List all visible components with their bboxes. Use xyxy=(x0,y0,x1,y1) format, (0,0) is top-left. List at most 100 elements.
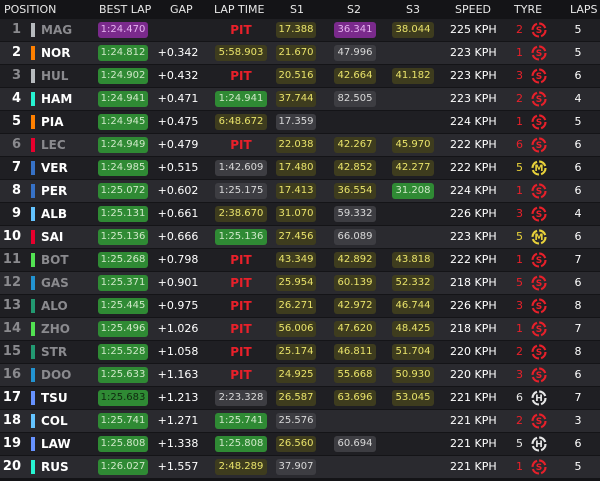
sector-2-time: 60.139 xyxy=(334,275,376,291)
driver-code[interactable]: ZHO xyxy=(41,322,70,336)
table-row[interactable]: 19 LAW 1:25.808 +1.338 1:25.808 26.560 60.694 2… xyxy=(0,433,600,455)
position-number: 1 xyxy=(11,22,21,37)
team-color-stripe xyxy=(31,92,35,106)
driver-code[interactable]: SAI xyxy=(41,230,64,244)
table-row[interactable]: 3 HUL 1:24.902 +0.432 PIT 20.516 42.664 41.182 2… xyxy=(0,65,600,87)
sector-1-time: 24.925 xyxy=(276,367,316,383)
best-lap-time: 1:24.902 xyxy=(98,68,148,84)
laps-count: 5 xyxy=(574,115,582,128)
best-lap-time: 1:24.470 xyxy=(98,22,148,38)
gap-to-leader: +0.901 xyxy=(157,276,199,289)
driver-code[interactable]: HAM xyxy=(41,92,73,106)
driver-code[interactable]: PIA xyxy=(41,115,64,129)
team-color-stripe xyxy=(31,46,35,60)
tyre-compound-icon: S xyxy=(531,137,547,153)
table-row[interactable]: 20 RUS 1:26.027 +1.557 2:48.289 37.907 221 KPH… xyxy=(0,456,600,478)
tyre-compound-icon: S xyxy=(531,275,547,291)
header-s3[interactable]: S3 xyxy=(406,3,420,16)
table-row[interactable]: 9 ALB 1:25.131 +0.661 2:38.670 31.070 59.332 22… xyxy=(0,203,600,225)
header-s2[interactable]: S2 xyxy=(347,3,361,16)
sector-3-time xyxy=(392,203,434,225)
header-lap-time[interactable]: LAP TIME xyxy=(214,3,265,16)
header-position[interactable]: POSITION xyxy=(4,3,57,16)
table-row[interactable]: 15 STR 1:25.528 +1.058 PIT 25.174 46.811 51.704… xyxy=(0,341,600,363)
gap-to-leader: +1.557 xyxy=(157,460,199,473)
tyre-compound-icon: S xyxy=(531,367,547,383)
driver-code[interactable]: VER xyxy=(41,161,68,175)
table-row[interactable]: 14 ZHO 1:25.496 +1.026 PIT 56.006 47.620 48.425… xyxy=(0,318,600,340)
driver-code[interactable]: MAG xyxy=(41,23,73,37)
tyre-compound-icon: S xyxy=(531,344,547,360)
laps-count: 6 xyxy=(574,138,582,151)
speed-trap: 225 KPH xyxy=(450,23,497,36)
header-laps[interactable]: LAPS xyxy=(570,3,598,16)
driver-code[interactable]: GAS xyxy=(41,276,69,290)
driver-code[interactable]: DOO xyxy=(41,368,72,382)
driver-code[interactable]: HUL xyxy=(41,69,69,83)
sector-2-time: 42.664 xyxy=(334,68,376,84)
header-s1[interactable]: S1 xyxy=(290,3,304,16)
laps-count: 6 xyxy=(574,230,582,243)
driver-code[interactable]: RUS xyxy=(41,460,69,474)
speed-trap: 222 KPH xyxy=(450,161,497,174)
gap-to-leader: +0.666 xyxy=(157,230,199,243)
header-best-lap[interactable]: BEST LAP xyxy=(99,3,152,16)
table-row[interactable]: 2 NOR 1:24.812 +0.342 5:58.903 21.670 47.996 22… xyxy=(0,42,600,64)
team-color-stripe xyxy=(31,322,35,336)
tyre-compound-letter: M xyxy=(535,164,544,174)
last-lap-time: 2:23.328 xyxy=(215,390,267,406)
driver-code[interactable]: LEC xyxy=(41,138,66,152)
position-number: 9 xyxy=(11,206,21,221)
table-row[interactable]: 8 PER 1:25.072 +0.602 1:25.175 17.413 36.554 31… xyxy=(0,180,600,202)
table-header: POSITION BEST LAP GAP LAP TIME S1 S2 S3 … xyxy=(0,0,600,19)
gap-to-leader: +0.342 xyxy=(157,46,199,59)
driver-code[interactable]: ALB xyxy=(41,207,68,221)
last-lap-time: 1:25.136 xyxy=(215,229,267,245)
sector-1-time: 20.516 xyxy=(276,68,316,84)
table-row[interactable]: 18 COL 1:25.741 +1.271 1:25.741 25.576 221 KPH… xyxy=(0,410,600,432)
sector-2-time xyxy=(334,410,376,432)
table-row[interactable]: 4 HAM 1:24.941 +0.471 1:24.941 37.744 82.505 22… xyxy=(0,88,600,110)
team-color-stripe xyxy=(31,345,35,359)
header-gap[interactable]: GAP xyxy=(170,3,193,16)
driver-code[interactable]: TSU xyxy=(41,391,68,405)
table-row[interactable]: 1 MAG 1:24.470 PIT 17.388 36.341 38.044 225 KPH… xyxy=(0,19,600,41)
table-row[interactable]: 17 TSU 1:25.683 +1.213 2:23.328 26.587 63.696 5… xyxy=(0,387,600,409)
tyre-compound-letter: S xyxy=(536,348,542,358)
speed-trap: 223 KPH xyxy=(450,69,497,82)
table-row[interactable]: 16 DOO 1:25.633 +1.163 PIT 24.925 55.668 50.930… xyxy=(0,364,600,386)
sector-1-time: 43.349 xyxy=(276,252,316,268)
tyre-age: 5 xyxy=(516,161,523,174)
sector-2-time: 42.892 xyxy=(334,252,376,268)
table-row[interactable]: 12 GAS 1:25.371 +0.901 PIT 25.954 60.139 52.332… xyxy=(0,272,600,294)
position-number: 17 xyxy=(2,390,21,405)
gap-to-leader: +0.479 xyxy=(157,138,199,151)
sector-2-time: 36.554 xyxy=(334,183,376,199)
driver-code[interactable]: ALO xyxy=(41,299,68,313)
tyre-age: 1 xyxy=(516,184,523,197)
tyre-compound-letter: S xyxy=(536,210,542,220)
position-number: 11 xyxy=(2,252,21,267)
driver-code[interactable]: PER xyxy=(41,184,68,198)
gap-to-leader: +0.515 xyxy=(157,161,199,174)
table-row[interactable]: 10 SAI 1:25.136 +0.666 1:25.136 27.456 66.089 2… xyxy=(0,226,600,248)
table-row[interactable]: 7 VER 1:24.985 +0.515 1:42.609 17.480 42.852 42… xyxy=(0,157,600,179)
table-row[interactable]: 6 LEC 1:24.949 +0.479 PIT 22.038 42.267 45.970 2… xyxy=(0,134,600,156)
last-lap-time: 2:38.670 xyxy=(215,206,267,222)
table-row[interactable]: 5 PIA 1:24.945 +0.475 6:48.672 17.359 224 KPH 1… xyxy=(0,111,600,133)
table-row[interactable]: 13 ALO 1:25.445 +0.975 PIT 26.271 42.972 46.744… xyxy=(0,295,600,317)
header-tyre[interactable]: TYRE xyxy=(514,3,543,16)
laps-count: 3 xyxy=(574,414,582,427)
speed-trap: 223 KPH xyxy=(450,230,497,243)
driver-code[interactable]: COL xyxy=(41,414,68,428)
driver-code[interactable]: BOT xyxy=(41,253,69,267)
driver-code[interactable]: STR xyxy=(41,345,68,359)
header-speed[interactable]: SPEED xyxy=(455,3,491,16)
best-lap-time: 1:25.741 xyxy=(98,413,148,429)
table-row[interactable]: 11 BOT 1:25.268 +0.798 PIT 43.349 42.892 43.818… xyxy=(0,249,600,271)
laps-count: 4 xyxy=(574,92,582,105)
tyre-age: 2 xyxy=(516,414,523,427)
sector-2-time: 36.341 xyxy=(334,22,376,38)
driver-code[interactable]: NOR xyxy=(41,46,71,60)
driver-code[interactable]: LAW xyxy=(41,437,71,451)
